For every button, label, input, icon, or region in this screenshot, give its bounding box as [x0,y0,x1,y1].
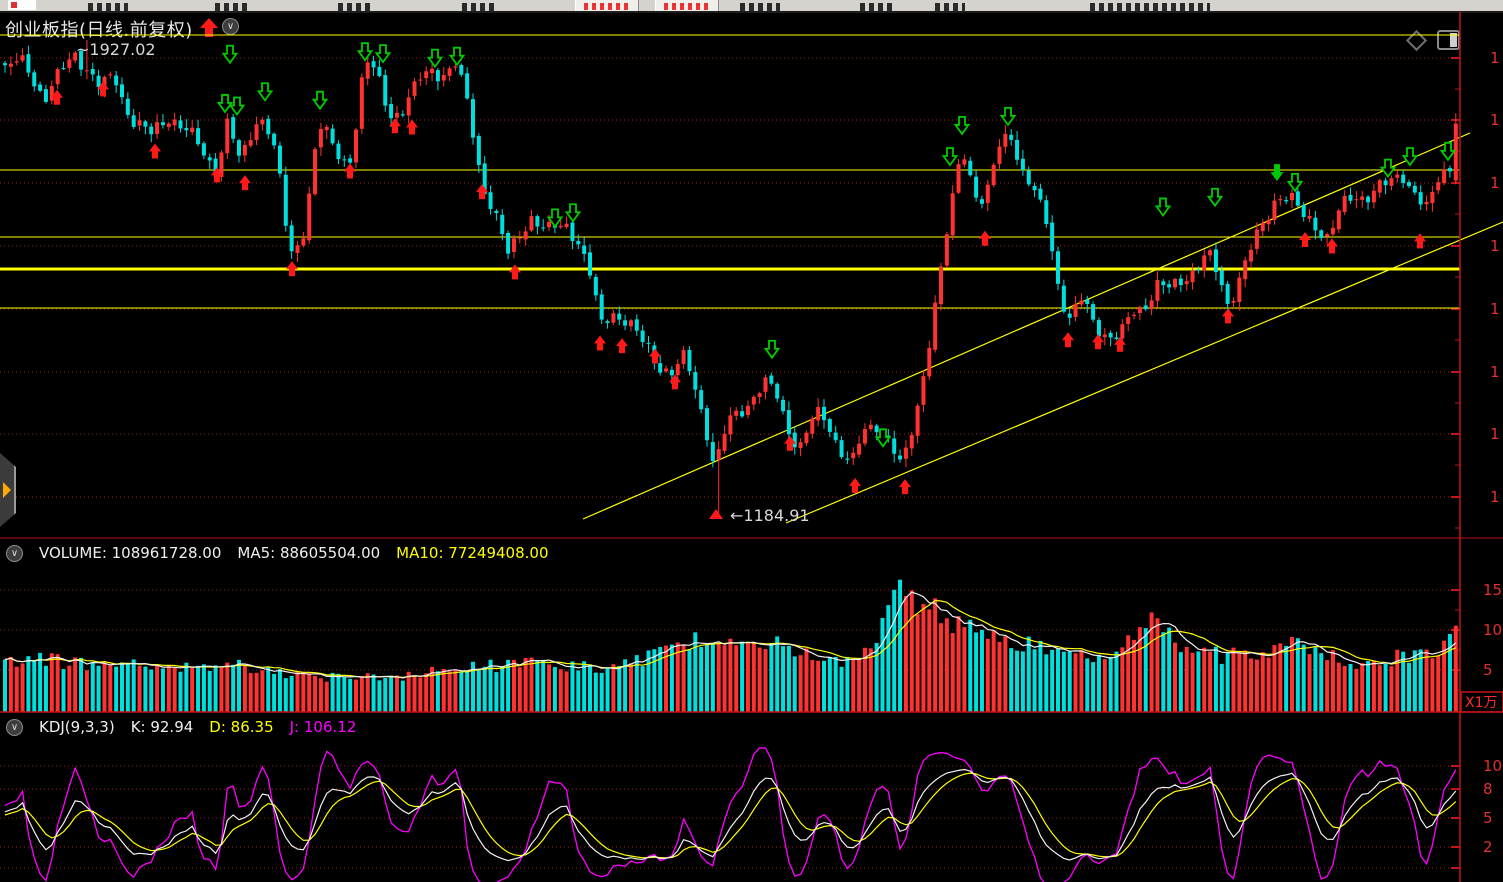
menu-bar[interactable] [0,0,1503,13]
svg-text:10: 10 [1483,621,1502,639]
menu-item-fragment[interactable] [935,3,965,11]
app-logo-icon [8,0,36,10]
svg-text:X1万: X1万 [1465,695,1498,711]
svg-text:5: 5 [1483,809,1493,827]
svg-text:5: 5 [1483,661,1493,679]
svg-text:8: 8 [1483,780,1493,798]
menu-item-fragment[interactable] [338,3,374,11]
menu-item-fragment[interactable] [88,3,128,11]
price-up-arrow-icon [200,18,218,37]
menu-button-red-2[interactable] [655,0,719,11]
svg-text:1: 1 [1490,49,1500,67]
kdj-d-value: D: 86.35 [209,718,274,736]
kdj-j-value: J: 106.12 [289,718,357,736]
sidebar-expand-handle[interactable] [0,453,16,527]
volume-header: ∨ VOLUME: 108961728.00 MA5: 88605504.00 … [6,541,549,565]
svg-text:~1927.02: ~1927.02 [76,40,156,59]
kdj-k-value: K: 92.94 [130,718,194,736]
volume-ma5-value: MA5: 88605504.00 [237,544,381,562]
svg-text:10: 10 [1483,757,1502,775]
svg-text:2: 2 [1483,838,1493,856]
svg-text:1: 1 [1490,174,1500,192]
svg-text:15: 15 [1483,581,1502,599]
menu-button-red-1[interactable] [575,0,639,11]
kdj-header: ∨ KDJ(9,3,3) K: 92.94 D: 86.35 J: 106.12 [6,715,356,739]
menu-item-fragment[interactable] [860,3,894,11]
svg-text:1: 1 [1490,363,1500,381]
collapse-chevron-icon[interactable]: ∨ [6,718,23,736]
symbol-title: 创业板指(日线.前复权) [5,20,193,41]
svg-text:1: 1 [1490,300,1500,318]
svg-text:1: 1 [1490,111,1500,129]
svg-text:←1184.91: ←1184.91 [730,506,810,525]
svg-text:1: 1 [1490,488,1500,506]
menu-item-fragment[interactable] [740,3,780,11]
volume-ma10-value: MA10: 77249408.00 [396,544,549,562]
svg-text:1: 1 [1490,425,1500,443]
volume-value: VOLUME: 108961728.00 [39,544,222,562]
menu-item-fragment[interactable] [215,3,251,11]
svg-text:1: 1 [1490,237,1500,255]
collapse-chevron-icon[interactable]: ∨ [6,544,23,562]
menu-item-fragment[interactable] [1090,3,1210,11]
expand-right-icon [3,482,11,498]
menu-item-fragment[interactable] [462,3,496,11]
kdj-indicator-label: KDJ(9,3,3) [39,718,115,736]
panel-layout-icon[interactable] [1437,30,1460,50]
